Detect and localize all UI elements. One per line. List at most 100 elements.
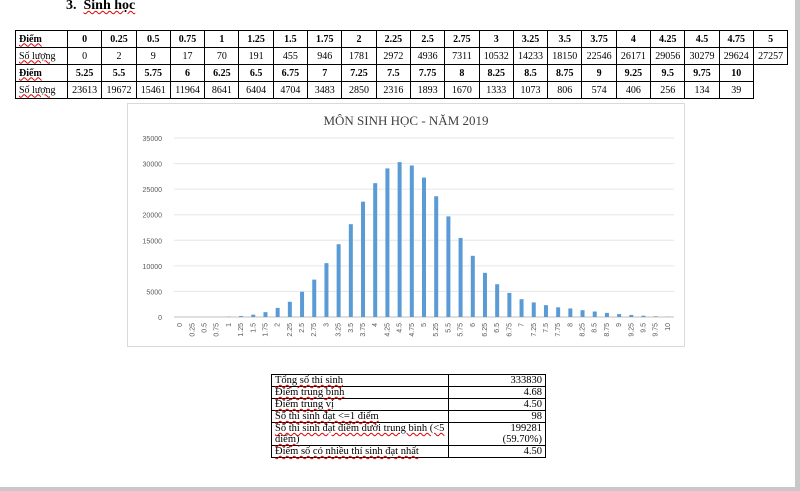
table-cell: 1670 <box>444 81 480 99</box>
section-heading: 3. Sinh học <box>66 0 135 14</box>
table-cell: 7 <box>307 64 343 82</box>
table-cell: 7.25 <box>341 64 377 82</box>
bar <box>604 312 609 317</box>
table-cell: 8.5 <box>512 64 549 82</box>
stat-row: Điểm số có nhiều thí sinh đạt nhất 4.50 <box>271 445 546 458</box>
table-cell: 4 <box>615 30 652 48</box>
empty-cell <box>753 65 787 82</box>
stat-label: Số thí sinh đạt <=1 điểm <box>271 410 449 423</box>
table-cell: 4.75 <box>718 30 754 48</box>
stat-row: Số thí sinh đạt <=1 điểm 98 <box>271 410 546 423</box>
bar <box>446 216 451 317</box>
table-cell: 455 <box>272 47 309 65</box>
x-tick-label: 9 <box>616 323 623 327</box>
table-cell: 0 <box>66 47 103 65</box>
table-cell: 26171 <box>615 47 652 65</box>
table-cell: 27257 <box>752 47 789 65</box>
bar <box>312 279 317 317</box>
table-cell: 9.5 <box>650 64 686 82</box>
table-cell: 6.25 <box>204 64 240 82</box>
table-cell: 19672 <box>101 81 137 99</box>
table-row: Số lượng 0 2 9 17 70 191 455 946 1781 2972 4936 7311… <box>15 47 789 65</box>
bar <box>543 305 548 317</box>
table-cell: 4936 <box>409 47 446 65</box>
table-cell: 23613 <box>66 81 103 99</box>
x-tick-label: 7.75 <box>555 323 562 337</box>
row-label: Điểm <box>15 64 68 82</box>
bar <box>568 308 573 317</box>
table-cell: 256 <box>650 81 686 99</box>
table-cell: 4.5 <box>684 30 720 48</box>
x-tick-label: 0.75 <box>214 323 221 337</box>
bar <box>531 302 536 317</box>
x-tick-label: 5.75 <box>458 323 465 337</box>
bar <box>434 196 439 317</box>
table-cell: 7311 <box>444 47 480 65</box>
x-tick-label: 1 <box>226 323 233 327</box>
stat-label: Điểm trung bình <box>271 386 449 399</box>
stat-value-text: 333830 <box>510 375 543 386</box>
stat-row: Điểm trung bình 4.68 <box>271 386 546 399</box>
table-cell: 2972 <box>375 47 411 65</box>
table-cell: 1333 <box>478 81 514 99</box>
table-cell: 5 <box>752 30 789 48</box>
x-tick-label: 9.75 <box>653 323 660 337</box>
table-cell: 6.5 <box>238 64 274 82</box>
table-cell: 5.5 <box>101 64 137 82</box>
bar <box>458 237 463 317</box>
table-cell: 3483 <box>307 81 343 99</box>
table-cell: 10532 <box>478 47 514 65</box>
table-cell: 6404 <box>238 81 274 99</box>
table-cell: 4.25 <box>650 30 686 48</box>
table-cell: 8.25 <box>478 64 514 82</box>
bar <box>336 244 341 317</box>
stat-value: 199281 (59.70%) <box>448 422 546 446</box>
stat-value-text: 4.50 <box>523 446 542 457</box>
x-tick-label: 9.5 <box>641 323 648 333</box>
x-tick-label: 5.5 <box>445 323 452 333</box>
stat-value-percent: (59.70%) <box>502 434 542 445</box>
bar <box>275 307 280 317</box>
stat-value: 4.50 <box>448 445 546 458</box>
table-cell: 5.25 <box>66 64 103 82</box>
bar <box>324 263 329 317</box>
bar <box>373 183 378 317</box>
page-edge <box>795 0 800 491</box>
x-tick-label: 10 <box>665 323 672 331</box>
table-cell: 3 <box>478 30 514 48</box>
x-tick-label: 2.75 <box>311 323 318 337</box>
bar <box>300 291 305 317</box>
table-row: Điểm 5.25 5.5 5.75 6 6.25 6.5 6.75 7 7.25 7.5 7.75 8… <box>15 64 788 82</box>
table-cell: 14233 <box>512 47 549 65</box>
y-tick-label: 0 <box>158 315 162 322</box>
y-tick-label: 20000 <box>143 213 163 220</box>
y-tick-label: 10000 <box>143 264 163 271</box>
table-cell: 3.75 <box>581 30 617 48</box>
x-tick-label: 2.25 <box>287 323 294 337</box>
stat-value-text: 199281 <box>510 423 543 434</box>
x-tick-label: 0.5 <box>201 323 208 333</box>
y-tick-label: 15000 <box>143 238 163 245</box>
x-tick-label: 0 <box>177 323 184 327</box>
bar <box>251 314 256 317</box>
table-cell: 0 <box>66 30 103 48</box>
table-cell: 30279 <box>684 47 720 65</box>
x-tick-label: 3 <box>323 323 330 327</box>
bar <box>495 284 500 317</box>
bar <box>629 314 634 317</box>
table-cell: 9 <box>581 64 617 82</box>
chart-title: MÔN SINH HỌC - NĂM 2019 <box>323 113 489 128</box>
x-tick-label: 4 <box>372 323 379 327</box>
x-tick-label: 2 <box>275 323 282 327</box>
table-cell: 1.75 <box>307 30 343 48</box>
table-cell: 7.5 <box>375 64 411 82</box>
table-cell: 39 <box>718 81 754 99</box>
x-tick-label: 2.5 <box>299 323 306 333</box>
table-cell: 3.25 <box>512 30 549 48</box>
chart: MÔN SINH HỌC - NĂM 2019 0 5000 10000 15000 2… <box>127 103 685 347</box>
bar <box>556 307 561 317</box>
table-cell: 2316 <box>375 81 411 99</box>
bar <box>361 201 366 317</box>
stat-value: 4.68 <box>448 386 546 399</box>
table-cell: 0.5 <box>135 30 171 48</box>
